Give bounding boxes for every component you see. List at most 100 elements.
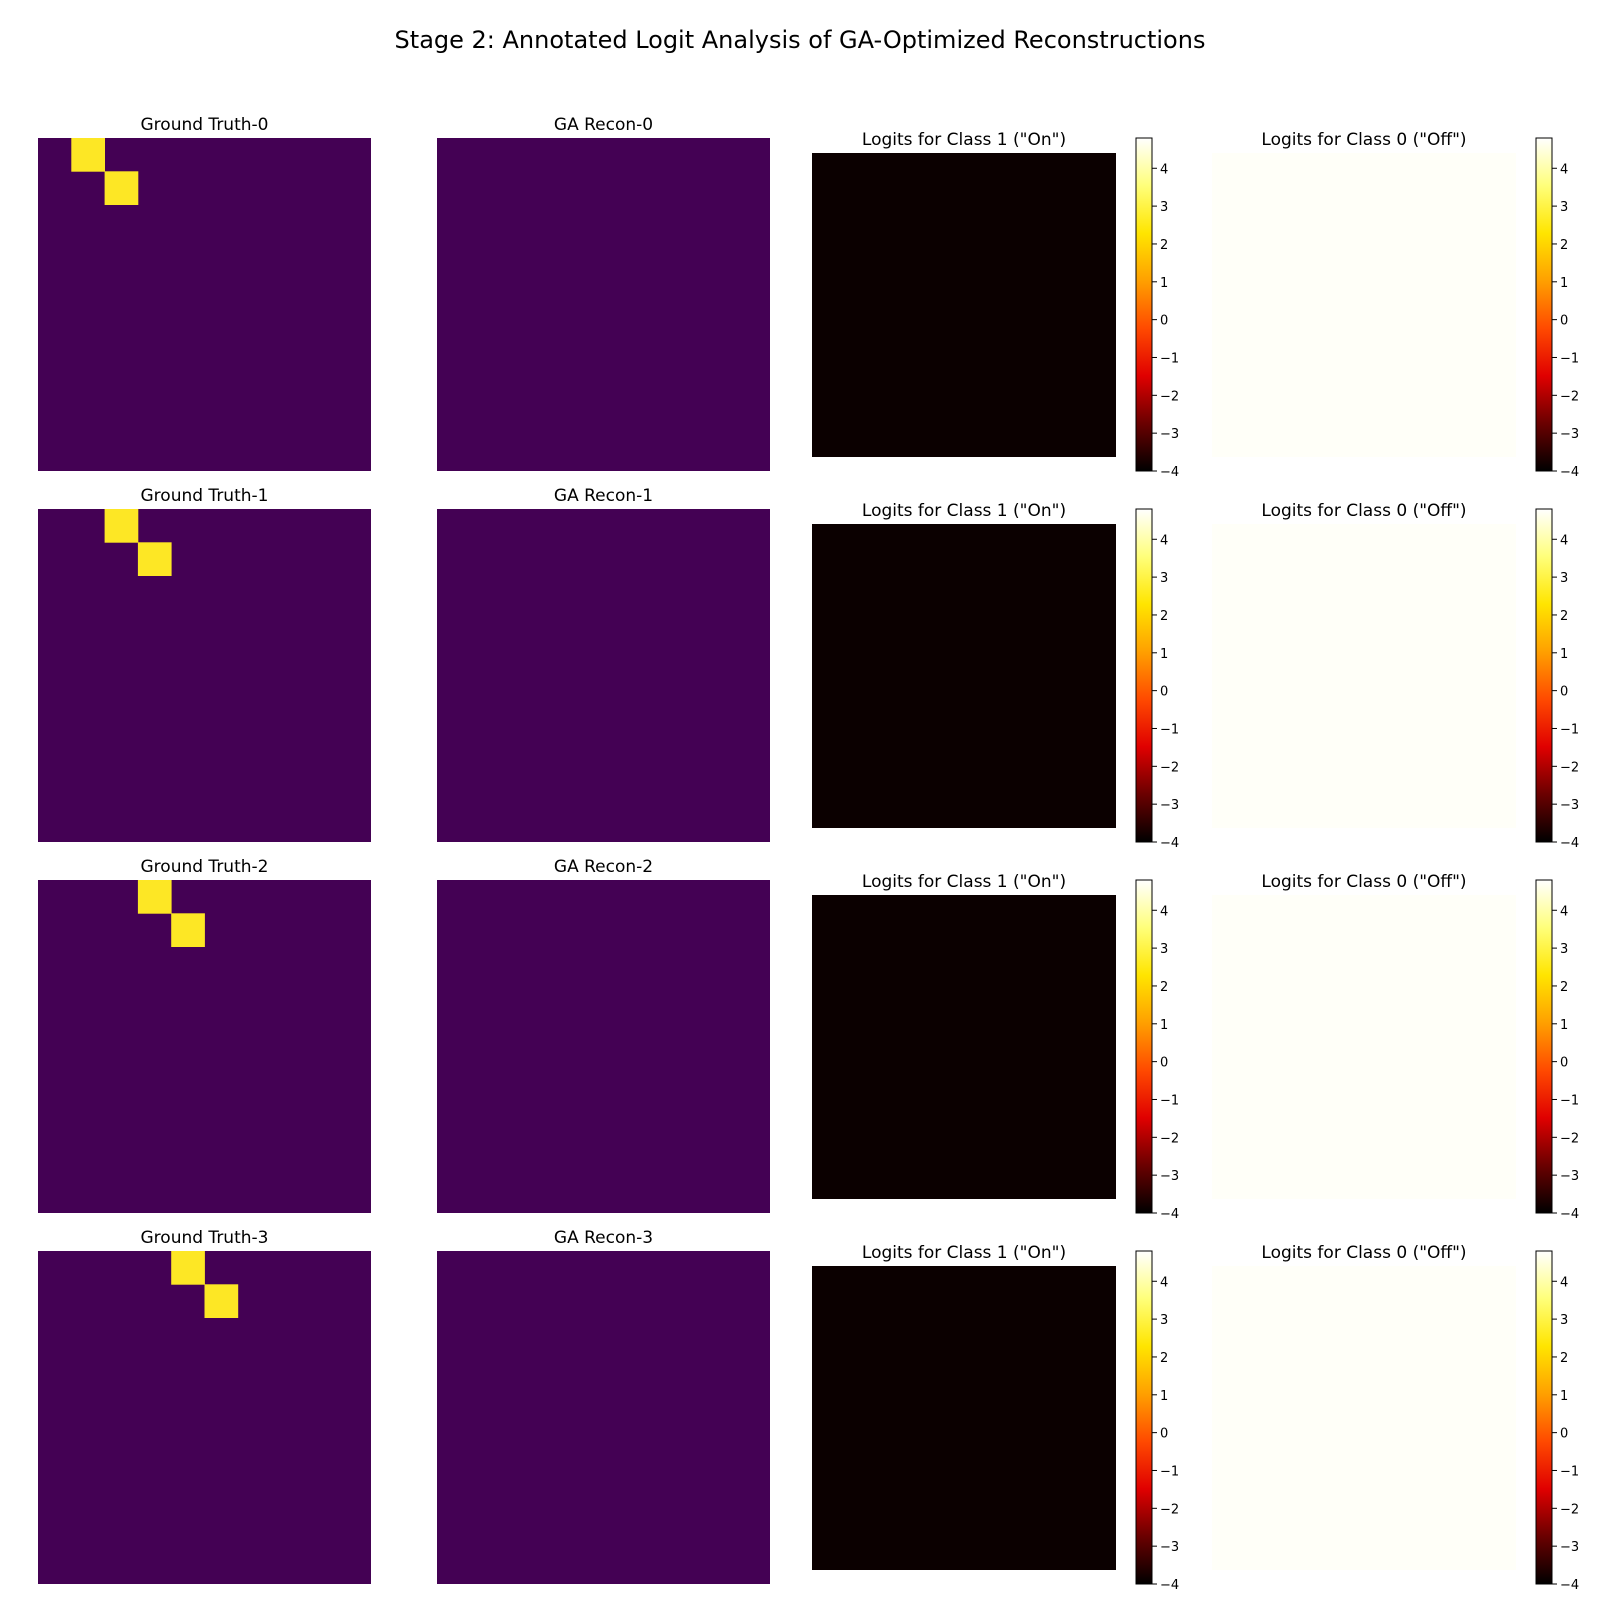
colorbar-tick-label: 4 bbox=[1160, 533, 1168, 548]
colorbar bbox=[1535, 137, 1553, 472]
colorbar bbox=[1135, 879, 1153, 1214]
panel-title: Logits for Class 0 ("Off") bbox=[1261, 1243, 1466, 1263]
colorbar-tick-label: 1 bbox=[1560, 1018, 1568, 1033]
ground-truth-heatmap bbox=[38, 509, 371, 842]
colorbar-tick-label: 4 bbox=[1560, 162, 1568, 177]
colorbar-tick-label: −1 bbox=[1160, 351, 1179, 366]
colorbar-tick-label: 0 bbox=[1560, 685, 1568, 700]
colorbar-tick-label: 1 bbox=[1560, 647, 1568, 662]
colorbar-tick-label: −3 bbox=[1160, 1169, 1179, 1184]
heatmap-cell-on bbox=[137, 542, 172, 576]
panel-title: GA Recon-3 bbox=[554, 1228, 653, 1248]
colorbar-tick-label: −4 bbox=[1560, 836, 1579, 851]
colorbar-tick-label: 2 bbox=[1160, 609, 1168, 624]
colorbar-tick-label: 2 bbox=[1560, 980, 1568, 995]
ga-recon-heatmap bbox=[437, 509, 770, 842]
colorbar-tick-label: 4 bbox=[1560, 904, 1568, 919]
ga-recon-heatmap bbox=[437, 880, 770, 1213]
colorbar-tick-label: 3 bbox=[1160, 571, 1168, 586]
heatmap-cell-on bbox=[71, 138, 105, 172]
colorbar-tick-label: −1 bbox=[1160, 1464, 1179, 1479]
colorbar-tick-label: 3 bbox=[1560, 571, 1568, 586]
colorbar bbox=[1135, 137, 1153, 472]
panel-title: Logits for Class 1 ("On") bbox=[862, 501, 1066, 521]
colorbar-tick-label: −2 bbox=[1560, 1502, 1579, 1517]
colorbar-tick-label: 4 bbox=[1560, 533, 1568, 548]
colorbar-tick-label: −2 bbox=[1160, 760, 1179, 775]
ground-truth-heatmap bbox=[38, 138, 371, 471]
colorbar-tick-label: 0 bbox=[1560, 1056, 1568, 1071]
logit-on-heatmap bbox=[812, 524, 1116, 828]
colorbar-tick-label: 4 bbox=[1160, 1275, 1168, 1290]
colorbar-tick-label: 0 bbox=[1560, 314, 1568, 329]
colorbar-tick-label: 2 bbox=[1560, 1351, 1568, 1366]
colorbar bbox=[1535, 879, 1553, 1214]
colorbar bbox=[1135, 1250, 1153, 1585]
colorbar-tick-label: −3 bbox=[1560, 427, 1579, 442]
colorbar-tick-label: −4 bbox=[1560, 1578, 1579, 1593]
panel-title: GA Recon-1 bbox=[554, 486, 653, 506]
panel-title: Ground Truth-3 bbox=[141, 1228, 269, 1248]
logit-off-heatmap bbox=[1212, 895, 1516, 1199]
figure-title: Stage 2: Annotated Logit Analysis of GA-… bbox=[394, 26, 1206, 54]
colorbar-tick-label: 4 bbox=[1160, 162, 1168, 177]
colorbar-tick-label: −4 bbox=[1160, 836, 1179, 851]
panel-title: Ground Truth-0 bbox=[141, 115, 269, 135]
colorbar bbox=[1535, 1250, 1553, 1585]
colorbar-tick-label: 2 bbox=[1160, 238, 1168, 253]
colorbar-tick-label: −2 bbox=[1160, 1502, 1179, 1517]
colorbar-tick-label: −4 bbox=[1560, 465, 1579, 480]
colorbar-tick-label: −3 bbox=[1560, 1540, 1579, 1555]
colorbar-tick-label: 1 bbox=[1160, 276, 1168, 291]
heatmap-cell-on bbox=[104, 171, 139, 205]
colorbar-tick-label: −3 bbox=[1160, 427, 1179, 442]
panel-title: Logits for Class 1 ("On") bbox=[862, 130, 1066, 150]
colorbar-tick-label: −1 bbox=[1560, 1093, 1579, 1108]
colorbar-tick-label: 3 bbox=[1160, 200, 1168, 215]
colorbar-tick-label: 1 bbox=[1560, 276, 1568, 291]
colorbar-tick-label: −2 bbox=[1160, 1131, 1179, 1146]
ga-recon-heatmap bbox=[437, 1251, 770, 1584]
colorbar-tick-label: −2 bbox=[1560, 1131, 1579, 1146]
ga-recon-heatmap bbox=[437, 138, 770, 471]
colorbar bbox=[1535, 508, 1553, 843]
panel-title: Logits for Class 1 ("On") bbox=[862, 872, 1066, 892]
colorbar-tick-label: 0 bbox=[1160, 685, 1168, 700]
panel-title: GA Recon-0 bbox=[554, 115, 653, 135]
colorbar-tick-label: 4 bbox=[1560, 1275, 1568, 1290]
colorbar-tick-label: 1 bbox=[1160, 647, 1168, 662]
logit-off-heatmap bbox=[1212, 1266, 1516, 1570]
colorbar-tick-label: −2 bbox=[1560, 389, 1579, 404]
colorbar-tick-label: 2 bbox=[1160, 1351, 1168, 1366]
colorbar-tick-label: −1 bbox=[1560, 351, 1579, 366]
heatmap-cell-on bbox=[204, 1284, 239, 1318]
panel-title: Logits for Class 0 ("Off") bbox=[1261, 130, 1466, 150]
heatmap-cell-on bbox=[171, 913, 205, 947]
colorbar-tick-label: 2 bbox=[1160, 980, 1168, 995]
colorbar-tick-label: −1 bbox=[1560, 1464, 1579, 1479]
logit-on-heatmap bbox=[812, 153, 1116, 457]
colorbar-tick-label: −3 bbox=[1560, 798, 1579, 813]
panel-title: Ground Truth-1 bbox=[141, 486, 269, 506]
colorbar-tick-label: 4 bbox=[1160, 904, 1168, 919]
panel-title: Ground Truth-2 bbox=[141, 857, 269, 877]
colorbar-tick-label: 0 bbox=[1560, 1427, 1568, 1442]
colorbar-tick-label: 0 bbox=[1160, 1427, 1168, 1442]
colorbar-tick-label: 1 bbox=[1160, 1018, 1168, 1033]
colorbar-tick-label: −3 bbox=[1160, 1540, 1179, 1555]
colorbar-tick-label: −1 bbox=[1160, 722, 1179, 737]
logit-on-heatmap bbox=[812, 1266, 1116, 1570]
heatmap-cell-on bbox=[104, 509, 139, 543]
panel-title: Logits for Class 0 ("Off") bbox=[1261, 501, 1466, 521]
colorbar-tick-label: −2 bbox=[1560, 760, 1579, 775]
colorbar-tick-label: 3 bbox=[1160, 1313, 1168, 1328]
panel-title: Logits for Class 0 ("Off") bbox=[1261, 872, 1466, 892]
logit-on-heatmap bbox=[812, 895, 1116, 1199]
colorbar-tick-label: 0 bbox=[1160, 314, 1168, 329]
colorbar-tick-label: −1 bbox=[1560, 722, 1579, 737]
panel-title: GA Recon-2 bbox=[554, 857, 653, 877]
colorbar-tick-label: 3 bbox=[1560, 942, 1568, 957]
colorbar-tick-label: 2 bbox=[1560, 238, 1568, 253]
colorbar-tick-label: 2 bbox=[1560, 609, 1568, 624]
